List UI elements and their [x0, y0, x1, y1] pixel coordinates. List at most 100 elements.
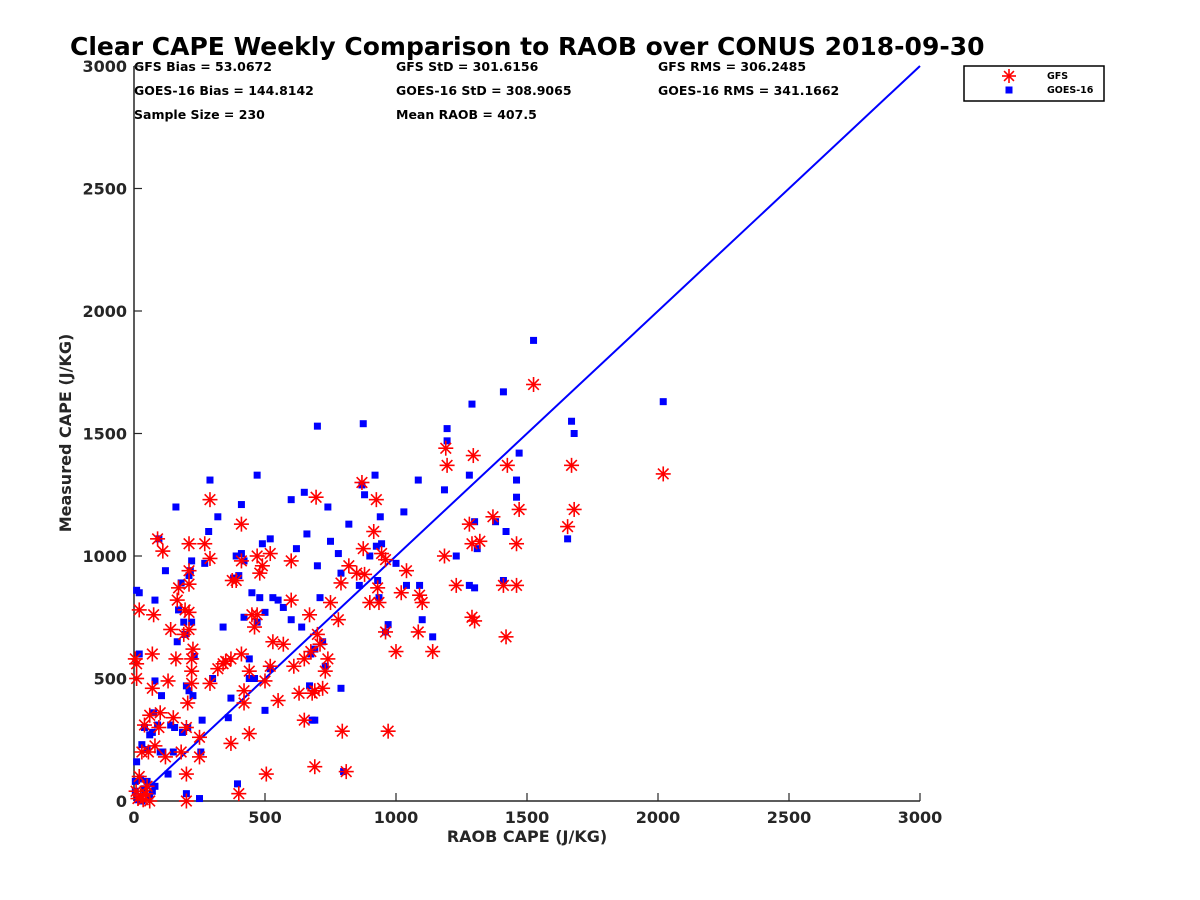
gfs-point	[438, 440, 454, 456]
gfs-point	[566, 501, 582, 517]
goes-16-point	[235, 572, 243, 580]
gfs-point	[465, 448, 481, 464]
legend-gfs-label: GFS	[1047, 71, 1068, 82]
goes-16-point	[237, 501, 245, 509]
goes-legend-square	[1005, 86, 1013, 94]
goes-16-point	[137, 775, 145, 783]
goes-16-point	[471, 584, 479, 592]
gfs-point	[134, 744, 150, 760]
goes-16-point	[568, 417, 576, 425]
goes-16-point	[188, 557, 196, 565]
gfs-point	[262, 546, 278, 562]
gfs-point	[147, 738, 163, 754]
legend-goes-marker	[1005, 86, 1013, 94]
gfs-point	[231, 786, 247, 802]
gfs-point	[296, 651, 312, 667]
goes-16-point	[279, 603, 287, 611]
gfs-point	[169, 592, 185, 608]
gfs-point	[388, 644, 404, 660]
goes-16-point	[219, 623, 227, 631]
goes-16-point	[300, 488, 308, 496]
goes-16-point	[258, 540, 266, 548]
gfs-point	[202, 675, 218, 691]
gfs-point	[168, 651, 184, 667]
gfs-bias-stat: GFS Bias = 53.0672	[134, 59, 272, 74]
gfs-rms-stat: GFS RMS = 306.2485	[658, 59, 806, 74]
goes-16-point	[269, 594, 277, 602]
gfs-point	[244, 607, 260, 623]
y-axis-label: Measured CAPE (J/KG)	[56, 334, 75, 533]
gfs-point	[185, 641, 201, 657]
gfs-point	[307, 759, 323, 775]
gfs-point	[265, 634, 281, 650]
goes-16-point	[248, 589, 256, 597]
goes-16-point	[151, 677, 159, 685]
gfs-point	[171, 580, 187, 596]
goes-16-point	[256, 594, 264, 602]
legend-box	[963, 65, 1105, 102]
gfs-point	[262, 658, 278, 674]
goes-16-point	[182, 682, 190, 690]
gfs-point	[210, 661, 226, 677]
goes-16-point	[513, 476, 521, 484]
gfs-point	[258, 766, 274, 782]
y-tick-label: 2500	[82, 180, 127, 199]
goes-16-point	[233, 780, 241, 788]
gfs-point	[655, 466, 671, 482]
gfs-point	[177, 602, 193, 618]
goes-16-point	[298, 623, 306, 631]
gfs-point	[498, 629, 514, 645]
goes-16-point	[327, 537, 334, 545]
gfs-point	[302, 607, 318, 623]
gfs-point	[467, 613, 483, 629]
gfs-point	[173, 744, 189, 760]
gfs-point	[499, 457, 515, 473]
goes-16-point	[188, 618, 196, 626]
goes-std-stat: GOES-16 StD = 308.9065	[396, 83, 572, 98]
goes-16-point	[287, 496, 295, 504]
x-tick-label: 1000	[374, 808, 419, 827]
gfs-point	[165, 710, 181, 726]
gfs-point	[155, 543, 171, 559]
x-axis-ticks: 0 500 1000 1500 2000 2500 3000	[128, 793, 942, 827]
sample-size-stat: Sample Size = 230	[134, 107, 265, 122]
gfs-point	[236, 695, 252, 711]
goes-16-point	[499, 388, 507, 396]
goes-16-point	[245, 655, 253, 663]
goes-16-point	[308, 716, 316, 724]
gfs-point	[224, 573, 240, 588]
goes-16-point	[515, 449, 523, 457]
goes-16-point	[266, 535, 274, 543]
goes-16-point	[197, 748, 205, 756]
goes-16-point	[359, 420, 367, 428]
gfs-point	[184, 675, 200, 691]
gfs-point	[180, 695, 196, 711]
goes-16-point	[392, 559, 400, 567]
goes-16-point	[164, 770, 172, 778]
goes-16-point	[659, 398, 667, 406]
gfs-point	[252, 565, 268, 581]
gfs-point	[564, 457, 580, 473]
gfs-point	[142, 793, 158, 809]
legend-gfs-marker	[1002, 69, 1016, 83]
goes-16-point	[443, 437, 451, 445]
gfs-point	[472, 533, 488, 549]
gfs-point	[241, 663, 257, 679]
x-tick-label: 500	[248, 808, 281, 827]
gfs-point	[157, 749, 173, 765]
gfs-point	[129, 671, 145, 686]
goes-16-point	[172, 503, 180, 511]
gfs-point	[160, 673, 176, 689]
gfs-point	[378, 624, 394, 640]
gfs-point	[178, 793, 194, 809]
goes-16-point	[371, 471, 379, 479]
goes-16-point	[185, 687, 193, 695]
x-tick-label: 2500	[767, 808, 812, 827]
gfs-point	[270, 693, 286, 709]
gfs-point	[181, 563, 197, 579]
y-tick-label: 1500	[82, 425, 127, 444]
goes-16-point	[167, 721, 175, 729]
goes-16-point	[171, 724, 179, 731]
gfs-point	[249, 548, 265, 564]
